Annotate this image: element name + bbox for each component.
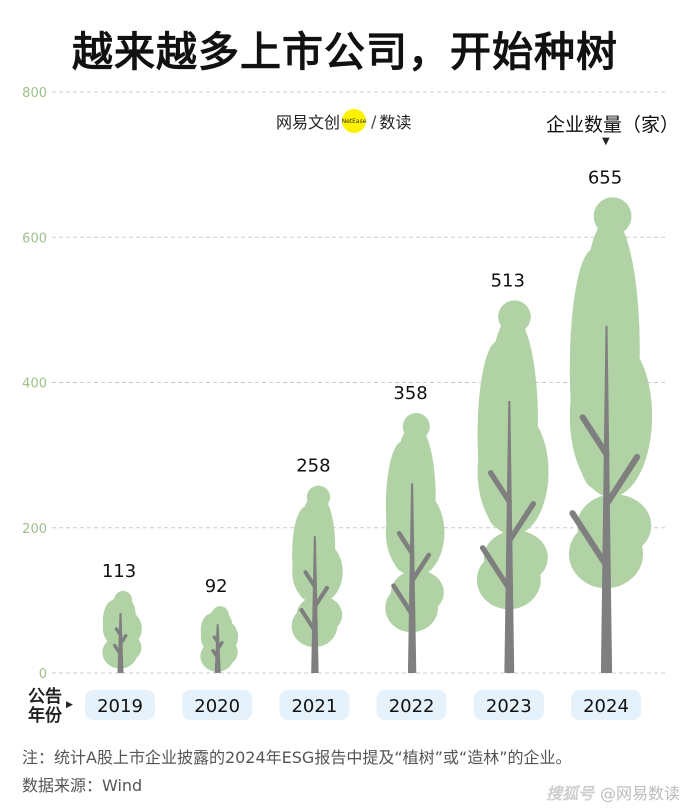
y-tick-label: 800 [22, 86, 47, 101]
tree-branch [299, 608, 317, 633]
x-tick-label: 2020 [194, 696, 240, 717]
x-tick-label: 2022 [389, 696, 435, 717]
brand-left-text: 网易文创 [276, 113, 341, 132]
tree-branch [603, 453, 641, 508]
tree-branch [114, 627, 123, 637]
tree-branch [506, 501, 536, 544]
x-category-pill [376, 690, 447, 720]
right-arrow-icon: ▶ [66, 700, 73, 710]
data-label: 358 [393, 383, 427, 404]
y-tick-label: 0 [39, 667, 47, 682]
tree-branch [212, 635, 220, 644]
data-source: 数据来源：Wind [22, 776, 143, 795]
canopy-middle [569, 335, 653, 497]
watermark-logo: 搜狐号 [545, 784, 594, 803]
tree-branch [487, 470, 513, 505]
y-tick-label: 600 [22, 231, 47, 246]
data-label: 655 [588, 167, 622, 188]
tree-branch [216, 641, 224, 651]
x-category-pill [182, 690, 253, 720]
tree-branch [312, 585, 330, 609]
x-tick-label: 2024 [583, 696, 629, 717]
x-category-pill [571, 690, 641, 720]
data-label: 513 [491, 270, 525, 291]
tree-branch [579, 414, 610, 458]
watermark: 搜狐号 @网易数读 [546, 780, 680, 804]
chart-title: 越来越多上市公司，开始种树 [72, 28, 618, 76]
tree-bar [200, 606, 239, 673]
watermark-text: @网易数读 [599, 784, 680, 803]
tree-bar [385, 413, 445, 673]
x-tick-label: 2023 [486, 696, 532, 717]
x-category-pill [85, 690, 155, 720]
x-tick-label: 2019 [97, 696, 143, 717]
tree-branch [409, 552, 432, 584]
canopy-middle [292, 539, 343, 604]
tree-branch [479, 545, 513, 592]
tree-branch [303, 570, 317, 589]
x-tick-label: 2021 [291, 696, 337, 717]
tree-branch [396, 530, 415, 556]
tree-bar [291, 485, 343, 673]
canopy-middle [385, 488, 445, 577]
data-label: 113 [102, 561, 136, 582]
y-tick-label: 200 [22, 522, 47, 537]
brand-dot-icon: NetEase [342, 109, 366, 133]
footnote: 注：统计A股上市企业披露的2024年ESG报告中提及“植树”或“造林”的企业。 [22, 748, 572, 767]
y-axis-unit-label: 企业数量（家） [546, 114, 680, 136]
brand-right-text: 数读 [379, 113, 412, 132]
tree-branch [118, 634, 128, 646]
brand-logo: 网易文创 NetEase / 数读 [276, 108, 411, 134]
down-arrow-icon: ▼ [602, 136, 610, 147]
tree-bar [102, 590, 142, 673]
data-label: 92 [205, 576, 228, 597]
brand-separator: / [371, 111, 377, 131]
tree-branch [391, 583, 415, 617]
data-label: 258 [296, 456, 330, 477]
x-axis-label: 公告 年份 [28, 687, 62, 726]
tree-bar [476, 300, 549, 673]
tree-branch [112, 643, 123, 657]
y-tick-label: 400 [22, 377, 47, 392]
tree-branch [569, 510, 610, 569]
tree-bar [568, 197, 653, 673]
tree-branch [211, 648, 220, 660]
x-category-pill [279, 690, 350, 720]
x-category-pill [473, 690, 544, 720]
